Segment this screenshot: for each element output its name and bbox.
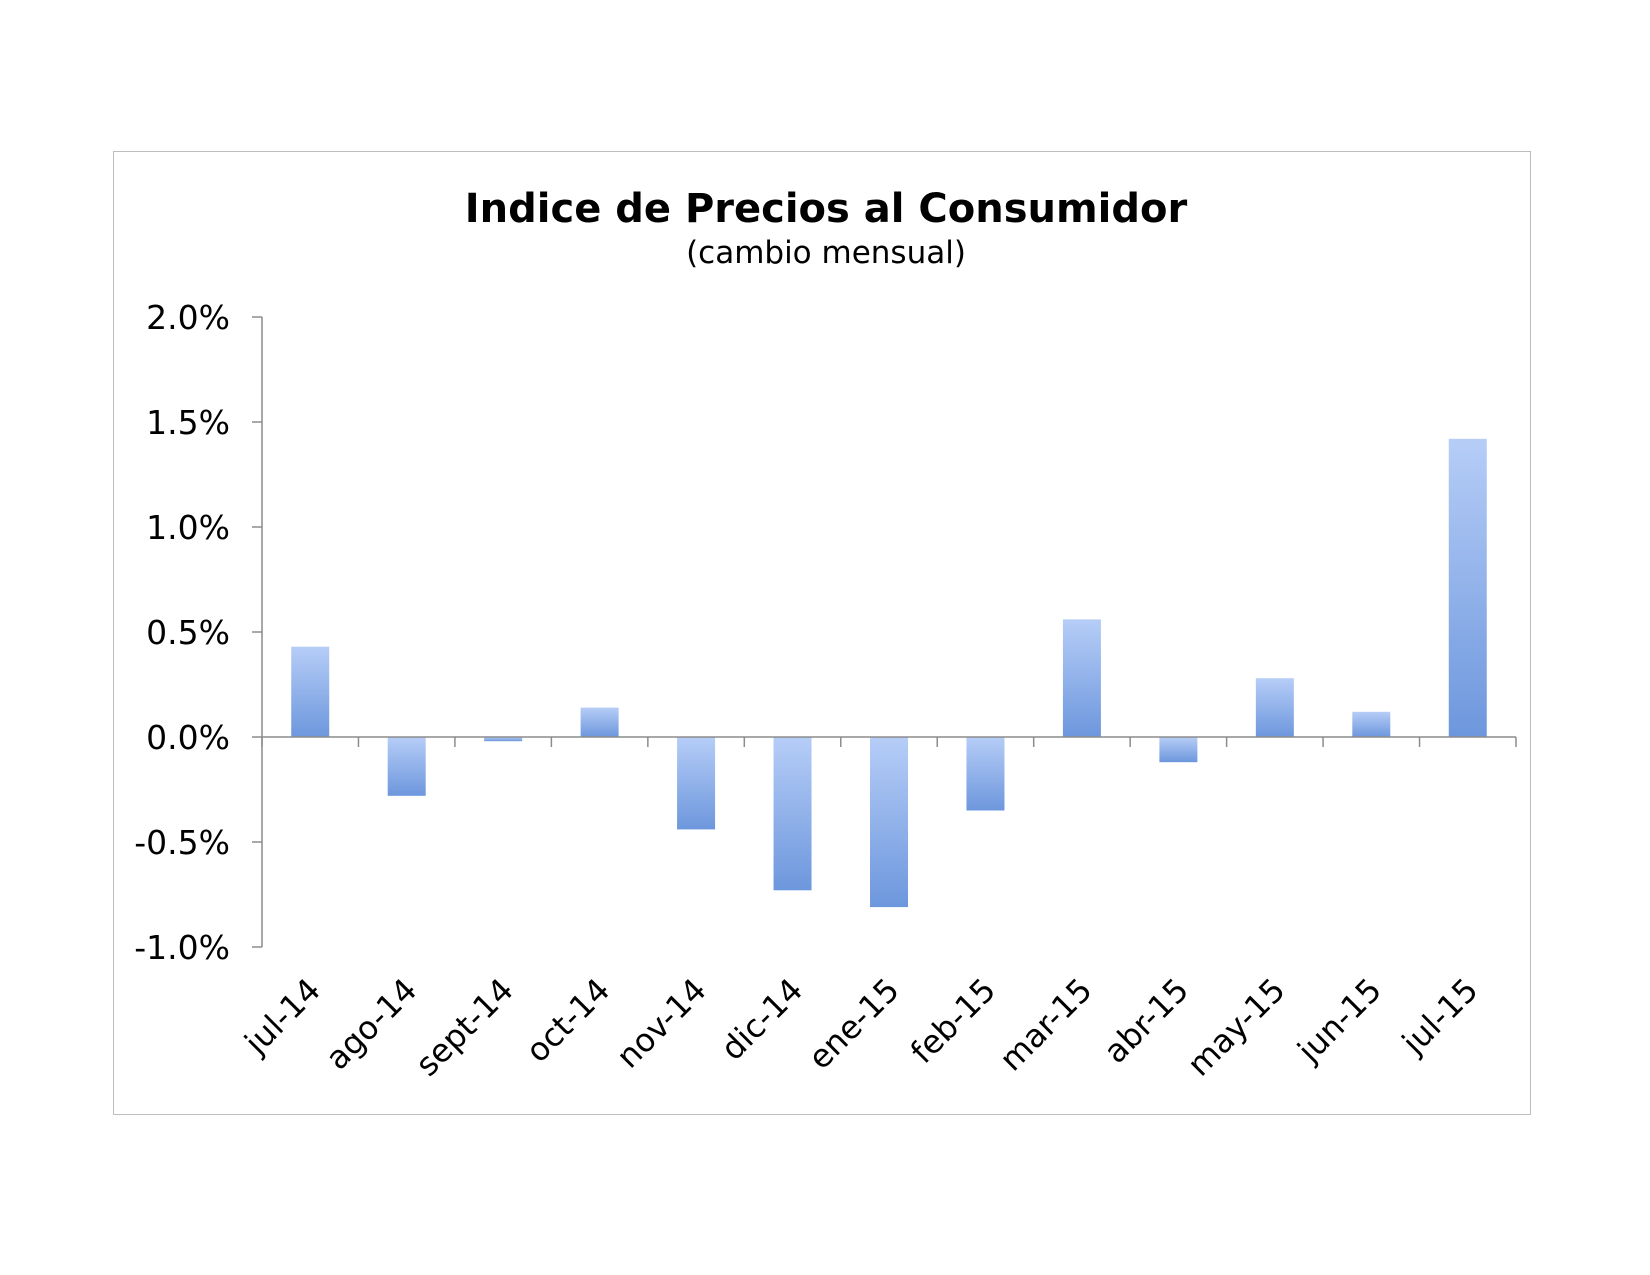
x-tick-label: dic-14 [713,971,810,1068]
x-tick-label: jun-15 [1289,971,1389,1071]
x-tick-label: ago-14 [318,971,424,1077]
bar-sept-14 [484,737,523,742]
x-tick-label: sept-14 [408,971,521,1084]
x-tick-label: jul-14 [236,971,327,1062]
bar-jul-14 [291,646,330,737]
x-tick-label: jul-15 [1394,971,1485,1062]
chart-frame: Indice de Precios al Consumidor (cambio … [113,151,1531,1115]
bars [291,438,1487,908]
bar-abr-15 [1159,737,1198,763]
x-tick-label: feb-15 [903,971,1003,1071]
bar-ene-15 [870,737,908,908]
bar-jun-15 [1352,711,1391,737]
bar-dic-14 [773,737,812,891]
chart-subtitle: (cambio mensual) [686,235,966,271]
bar-feb-15 [966,737,1005,811]
y-tick-label: -0.5% [134,823,230,862]
bar-oct-14 [580,707,619,737]
y-tick-label: 2.0% [146,298,230,337]
y-tick-label: 0.0% [146,718,230,757]
x-tick-label: mar-15 [992,971,1100,1079]
axes [261,317,1517,947]
bar-chart: Indice de Precios al Consumidor (cambio … [134,186,1517,1084]
bar-may-15 [1255,678,1294,737]
y-tick-label: 1.0% [146,508,230,547]
bar-nov-14 [677,737,716,830]
chart-title: Indice de Precios al Consumidor [465,186,1188,232]
bar-jul-15 [1448,438,1487,737]
bar-ago-14 [387,737,426,796]
y-axis-ticks: 2.0% 1.5% 1.0% 0.5% 0.0% -0.5% -1.0% [134,298,262,967]
bar-mar-15 [1062,619,1101,737]
y-tick-label: 1.5% [146,403,230,442]
x-tick-label: oct-14 [518,971,617,1070]
x-tick-label: ene-15 [801,971,907,1077]
x-tick-label: nov-14 [609,971,714,1076]
y-tick-label: 0.5% [146,613,230,652]
y-tick-label: -1.0% [134,928,230,967]
x-tick-label: may-15 [1180,971,1293,1084]
